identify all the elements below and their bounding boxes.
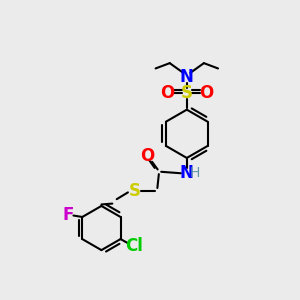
Text: N: N (180, 164, 194, 182)
Text: O: O (199, 85, 213, 103)
Text: F: F (62, 206, 74, 224)
Text: O: O (140, 148, 155, 166)
Text: O: O (160, 85, 175, 103)
Text: S: S (181, 85, 193, 103)
Text: Cl: Cl (125, 237, 143, 255)
Text: H: H (190, 166, 200, 180)
Text: S: S (128, 182, 140, 200)
Text: N: N (180, 68, 194, 86)
